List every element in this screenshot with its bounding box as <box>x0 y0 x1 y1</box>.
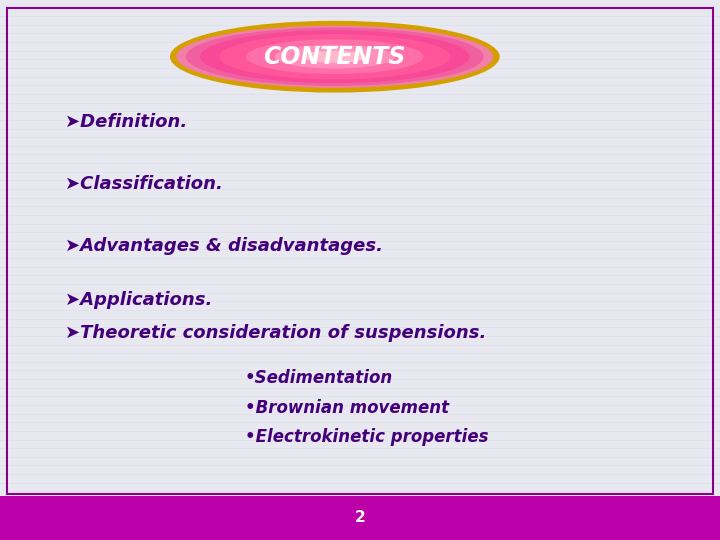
Text: •Electrokinetic properties: •Electrokinetic properties <box>245 428 488 447</box>
Text: ➤Classification.: ➤Classification. <box>65 174 222 193</box>
Ellipse shape <box>170 21 500 93</box>
Text: ➤Definition.: ➤Definition. <box>65 112 187 131</box>
Ellipse shape <box>186 28 484 86</box>
Ellipse shape <box>219 34 451 79</box>
Text: ➤Advantages & disadvantages.: ➤Advantages & disadvantages. <box>65 237 383 255</box>
Text: •Brownian movement: •Brownian movement <box>245 399 449 417</box>
Text: CONTENTS: CONTENTS <box>264 45 406 69</box>
Text: ➤Theoretic consideration of suspensions.: ➤Theoretic consideration of suspensions. <box>65 324 486 342</box>
Ellipse shape <box>200 30 469 83</box>
Ellipse shape <box>274 45 395 69</box>
FancyBboxPatch shape <box>0 496 720 540</box>
Ellipse shape <box>176 25 493 87</box>
Ellipse shape <box>303 51 366 63</box>
Text: 2: 2 <box>355 510 365 525</box>
Ellipse shape <box>246 39 423 74</box>
Text: •Sedimentation: •Sedimentation <box>245 369 393 387</box>
Text: ➤Applications.: ➤Applications. <box>65 291 212 309</box>
